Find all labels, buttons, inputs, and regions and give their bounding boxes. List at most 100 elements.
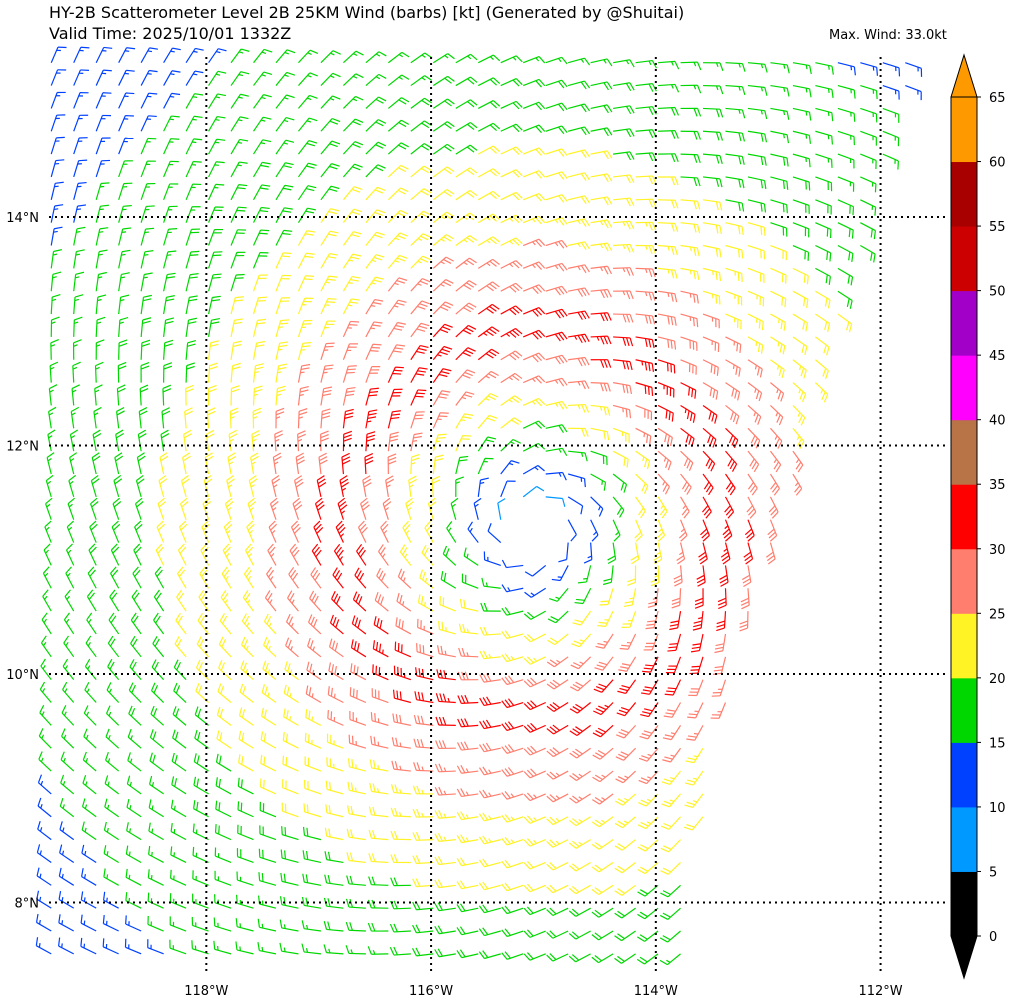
wind-barb bbox=[684, 816, 704, 831]
wind-barb bbox=[591, 907, 614, 918]
wind-barb bbox=[320, 408, 331, 429]
wind-barb bbox=[410, 453, 420, 475]
wind-barb bbox=[477, 370, 499, 384]
wind-barb bbox=[456, 857, 479, 867]
wind-barb bbox=[568, 450, 588, 462]
wind-barb bbox=[792, 382, 807, 403]
wind-barb bbox=[590, 81, 613, 91]
wind-barb bbox=[73, 226, 86, 246]
wind-barb bbox=[331, 590, 344, 612]
wind-barb bbox=[88, 543, 97, 566]
wind-barb bbox=[477, 392, 499, 406]
wind-barb bbox=[153, 612, 165, 635]
wind-barb bbox=[64, 589, 75, 612]
colorbar-tick-label: 15 bbox=[989, 736, 1006, 751]
wind-barb bbox=[660, 839, 681, 853]
wind-barb bbox=[263, 613, 277, 635]
wind-barb bbox=[230, 296, 244, 315]
wind-barb bbox=[455, 76, 478, 87]
wind-barb bbox=[163, 138, 180, 155]
wind-barb bbox=[432, 121, 455, 132]
wind-barb bbox=[302, 850, 322, 864]
wind-barb bbox=[248, 475, 258, 498]
wind-barb bbox=[374, 592, 389, 612]
wind-barb bbox=[592, 793, 614, 805]
wind-barb bbox=[393, 665, 412, 681]
wind-barb bbox=[342, 208, 363, 224]
wind-barb bbox=[90, 474, 100, 498]
wind-barb bbox=[410, 344, 429, 361]
wind-barb bbox=[227, 452, 237, 475]
wind-barb bbox=[320, 140, 341, 155]
wind-barb bbox=[275, 162, 294, 178]
wind-barb bbox=[323, 921, 344, 932]
wind-barb bbox=[343, 50, 364, 64]
wind-barb bbox=[702, 290, 721, 305]
wind-barb bbox=[297, 162, 317, 178]
wind-barb bbox=[49, 361, 59, 383]
wind-barb bbox=[72, 361, 81, 383]
wind-barb bbox=[481, 577, 501, 589]
wind-barb bbox=[702, 313, 720, 329]
wind-barb bbox=[236, 894, 254, 909]
wind-barb bbox=[635, 175, 657, 185]
wind-barb bbox=[792, 473, 803, 496]
wind-barb bbox=[837, 267, 854, 286]
wind-barb bbox=[613, 197, 635, 207]
wind-barb bbox=[140, 250, 154, 269]
wind-barb bbox=[456, 788, 479, 798]
wind-barb bbox=[66, 520, 75, 543]
wind-barb bbox=[36, 867, 52, 886]
wind-barb bbox=[612, 404, 632, 419]
wind-barb bbox=[455, 391, 475, 406]
wind-barb bbox=[860, 107, 878, 123]
colorbar-tick-label: 35 bbox=[989, 478, 1006, 493]
wind-barb bbox=[316, 475, 327, 497]
wind-barb bbox=[247, 497, 257, 520]
wind-barb bbox=[150, 705, 165, 726]
wind-barb bbox=[94, 361, 104, 383]
wind-barb bbox=[523, 170, 546, 179]
wind-barb bbox=[130, 635, 142, 658]
wind-barb bbox=[279, 896, 299, 909]
wind-barb bbox=[725, 427, 739, 449]
wind-barb bbox=[613, 59, 635, 68]
wind-barb bbox=[348, 734, 367, 749]
wind-barb bbox=[432, 75, 455, 87]
wind-barb bbox=[73, 69, 90, 86]
wind-barb bbox=[95, 204, 109, 223]
wind-barb bbox=[345, 921, 366, 932]
wind-barb bbox=[149, 752, 164, 772]
wind-barb bbox=[376, 567, 389, 589]
wind-barb bbox=[118, 272, 130, 292]
wind-barb bbox=[545, 148, 568, 158]
wind-barb bbox=[500, 169, 523, 178]
wind-barb bbox=[657, 359, 676, 374]
wind-barb bbox=[95, 114, 112, 132]
wind-barb bbox=[662, 725, 682, 741]
wind-barb bbox=[432, 368, 452, 383]
wind-barb bbox=[500, 282, 523, 293]
wind-barb bbox=[770, 62, 790, 74]
wind-barb bbox=[38, 728, 52, 749]
wind-barb bbox=[43, 543, 52, 566]
wind-barb bbox=[725, 313, 742, 330]
wind-barb bbox=[173, 659, 187, 681]
wind-barb bbox=[313, 520, 324, 543]
wind-barb bbox=[568, 953, 591, 963]
wind-barb bbox=[478, 54, 501, 64]
wind-barb bbox=[162, 384, 172, 406]
wind-barb bbox=[455, 189, 478, 201]
wind-barb bbox=[368, 806, 389, 818]
wind-barb bbox=[621, 610, 637, 628]
wind-barb bbox=[208, 161, 225, 178]
wind-barb bbox=[456, 903, 479, 913]
wind-barb bbox=[108, 612, 120, 635]
wind-barb bbox=[770, 359, 785, 379]
wind-barb bbox=[500, 460, 520, 475]
wind-barb bbox=[124, 938, 142, 955]
wind-barb bbox=[658, 176, 679, 186]
wind-barb bbox=[545, 102, 568, 112]
wind-barb bbox=[714, 633, 727, 654]
wind-barb bbox=[500, 55, 523, 64]
